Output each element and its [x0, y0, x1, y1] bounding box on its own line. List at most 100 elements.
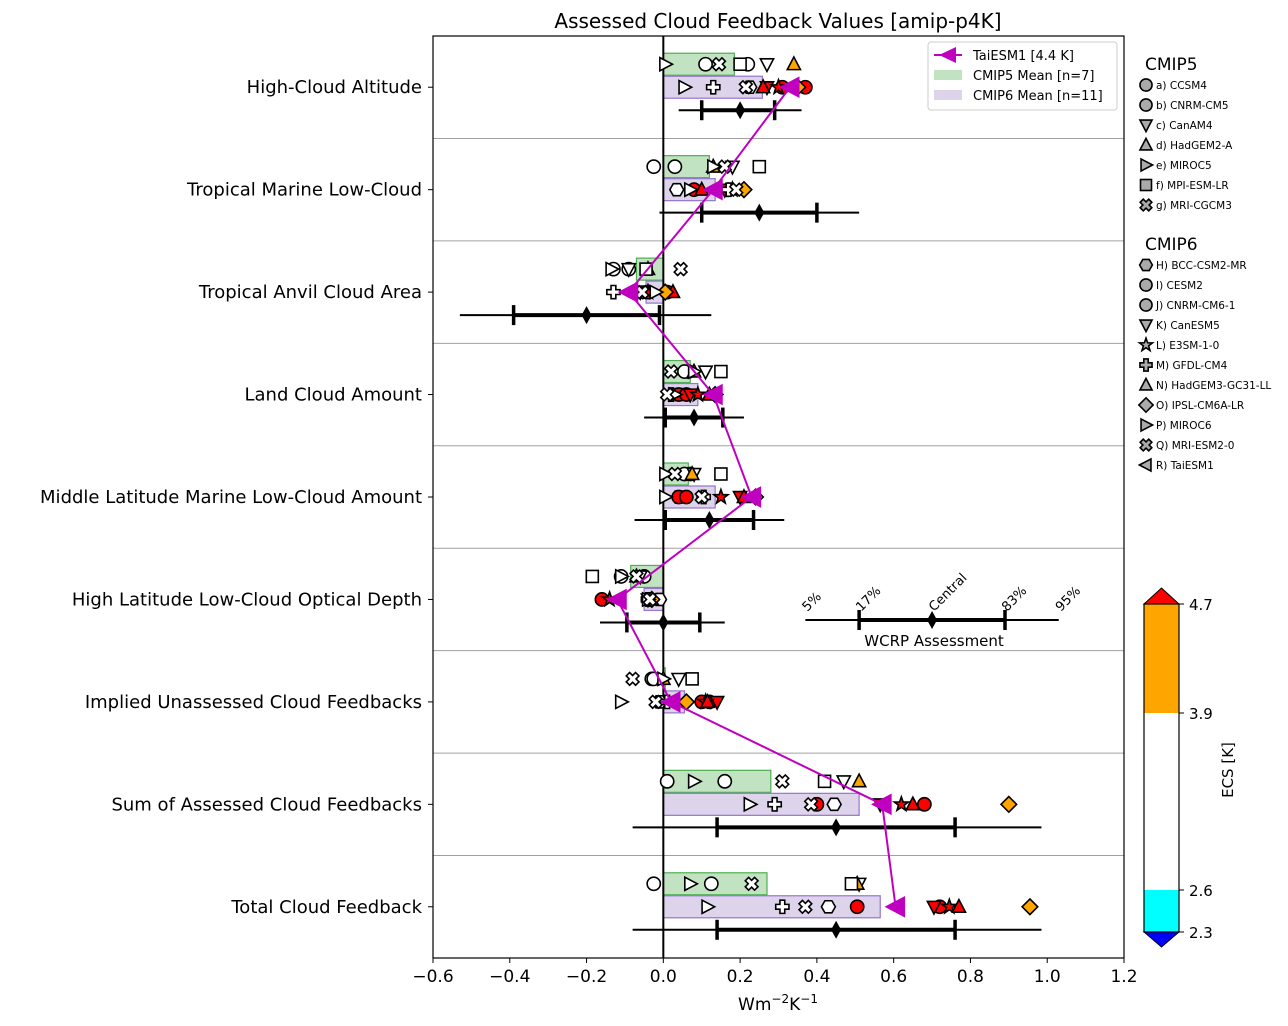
cmip6-model-marker — [774, 899, 790, 915]
cmip6-model-marker — [648, 694, 664, 710]
model-legend-label: f) MPI-ESM-LR — [1156, 180, 1229, 192]
taiesm1-marker — [884, 895, 906, 918]
ecs-colorbar: 2.3 2.6 3.9 4.7 ECS [K] — [1142, 587, 1237, 948]
cmip5-model-marker — [703, 876, 719, 892]
model-legend: CMIP5 a) CCSM4 b) CNRM-CM5 c) CanAM4 d) HadG… — [1137, 55, 1271, 473]
colorbar-band — [1144, 713, 1179, 890]
cmip5-model-marker — [711, 56, 727, 72]
model-legend-label: a) CCSM4 — [1156, 80, 1207, 92]
colorbar-tick-label: 4.7 — [1189, 596, 1213, 614]
cmip5-model-marker — [744, 876, 760, 892]
cmip5-model-marker — [667, 159, 683, 175]
y-tick-label: Sum of Assessed Cloud Feedbacks — [111, 794, 422, 815]
cmip6-model-marker — [849, 899, 865, 915]
legend-marker-icon — [1139, 298, 1153, 312]
y-tick-label: Tropical Anvil Cloud Area — [198, 282, 422, 303]
cmip5-model-marker — [659, 466, 675, 482]
x-tick-label: 1.2 — [1110, 967, 1137, 987]
cmip5-group-title: CMIP5 — [1145, 55, 1198, 75]
cmip6-model-marker — [659, 387, 675, 403]
wcrp-central-marker — [754, 203, 765, 222]
cmip6-model-marker — [711, 487, 731, 505]
cmip6-model-marker — [826, 797, 843, 812]
cmip5-model-marker — [659, 773, 675, 789]
cmip6-model-marker — [684, 181, 700, 198]
legend-marker-icon — [1139, 198, 1153, 212]
wcrp-assessment-label: WCRP Assessment — [864, 632, 1004, 650]
x-tick-label: 1.0 — [1034, 967, 1061, 987]
cmip6-model-marker — [803, 796, 819, 812]
model-legend-label: Q) MRI-ESM2-0 — [1156, 440, 1234, 452]
legend-marker-icon — [1137, 335, 1155, 353]
model-legend-label: c) CanAM4 — [1156, 120, 1213, 132]
taiesm1-marker — [871, 793, 892, 816]
x-tick-label: 0.4 — [803, 967, 830, 987]
model-legend-label: N) HadGEM3-GC31-LL — [1156, 380, 1271, 392]
legend-label: CMIP5 Mean [n=7] — [973, 69, 1094, 84]
cmip6-model-marker — [951, 897, 967, 913]
cmip6-model-marker — [699, 692, 716, 709]
x-tick-label: −0.4 — [489, 967, 530, 987]
cmip6-model-marker — [656, 283, 675, 302]
x-tick-label: 0.0 — [650, 967, 677, 987]
wcrp-percentile-label: 5% — [800, 590, 825, 615]
legend-marker-icon — [1139, 78, 1153, 92]
x-tick-label: −0.2 — [566, 967, 607, 987]
colorbar-band — [1144, 604, 1179, 713]
colorbar-tick-label: 2.3 — [1189, 924, 1213, 942]
axes-frame — [432, 35, 1125, 959]
wcrp-central-marker — [704, 511, 715, 529]
cmip5-model-marker — [659, 56, 675, 73]
cmip6-model-marker — [634, 284, 650, 300]
cmip6-group-title: CMIP6 — [1145, 235, 1198, 255]
cmip5-model-marker — [646, 159, 662, 175]
taiesm1-legend-marker — [939, 47, 956, 63]
cmip5-model-marker — [646, 876, 662, 892]
model-legend-label: e) MIROC5 — [1156, 160, 1212, 172]
x-tick-label: −0.6 — [412, 967, 453, 987]
legend-label: CMIP6 Mean [n=11] — [973, 89, 1103, 104]
cmip5-model-marker — [684, 465, 701, 481]
model-legend-label: J) CNRM-CM6-1 — [1155, 300, 1235, 312]
y-tick-label: Land Cloud Amount — [245, 385, 423, 406]
cmip6-model-marker — [668, 182, 685, 197]
cmip6-model-marker — [1021, 897, 1039, 916]
cmip6-model-marker — [678, 79, 694, 96]
cmip5-model-marker — [759, 58, 775, 74]
cmip6-model-marker — [926, 900, 942, 916]
cmip6-model-marker — [705, 79, 721, 95]
legend-marker-icon — [1138, 136, 1154, 151]
cmip6-model-marker — [891, 794, 911, 813]
legend-marker-icon — [1138, 119, 1154, 134]
y-tick-label: High-Cloud Altitude — [247, 77, 422, 98]
model-legend-label: P) MIROC6 — [1156, 420, 1212, 432]
colorbar-label: ECS [K] — [1219, 742, 1237, 798]
wcrp-central-marker — [831, 818, 842, 837]
cmip6-mean-bar — [662, 895, 881, 919]
cmip5-model-marker — [673, 261, 689, 277]
x-tick-label: 0.2 — [727, 967, 754, 987]
cmip5-model-marker — [614, 568, 631, 585]
legend-swatch — [934, 70, 962, 80]
cmip6-model-marker — [743, 796, 759, 813]
chart-title: Assessed Cloud Feedback Values [amip-p4K… — [554, 9, 1001, 33]
wcrp-percentile-label: Central — [926, 571, 970, 615]
cmip5-model-marker — [697, 365, 714, 381]
cmip5-model-marker — [851, 772, 868, 788]
model-legend-label: M) GFDL-CM4 — [1156, 360, 1228, 372]
legend-label: TaiESM1 [4.4 K] — [972, 49, 1074, 64]
cmip6-model-marker — [642, 591, 658, 607]
model-legend-label: g) MRI-CGCM3 — [1156, 200, 1232, 212]
taiesm1-marker — [702, 178, 723, 201]
wcrp-central-marker — [689, 408, 700, 427]
taiesm1-marker — [659, 691, 681, 713]
y-tick-label: Total Cloud Feedback — [230, 897, 422, 918]
model-legend-label: R) TaiESM1 — [1156, 460, 1214, 472]
cmip6-model-marker — [728, 182, 744, 198]
y-tick-label: Implied Unassessed Cloud Feedbacks — [85, 692, 422, 713]
legend: TaiESM1 [4.4 K] CMIP5 Mean [n=7] CMIP6 Mea… — [927, 41, 1118, 111]
cmip6-model-marker — [694, 489, 710, 505]
colorbar-frame — [1143, 603, 1180, 933]
cmip5-model-marker — [774, 773, 790, 789]
model-legend-label: O) IPSL-CM6A-LR — [1156, 400, 1244, 412]
